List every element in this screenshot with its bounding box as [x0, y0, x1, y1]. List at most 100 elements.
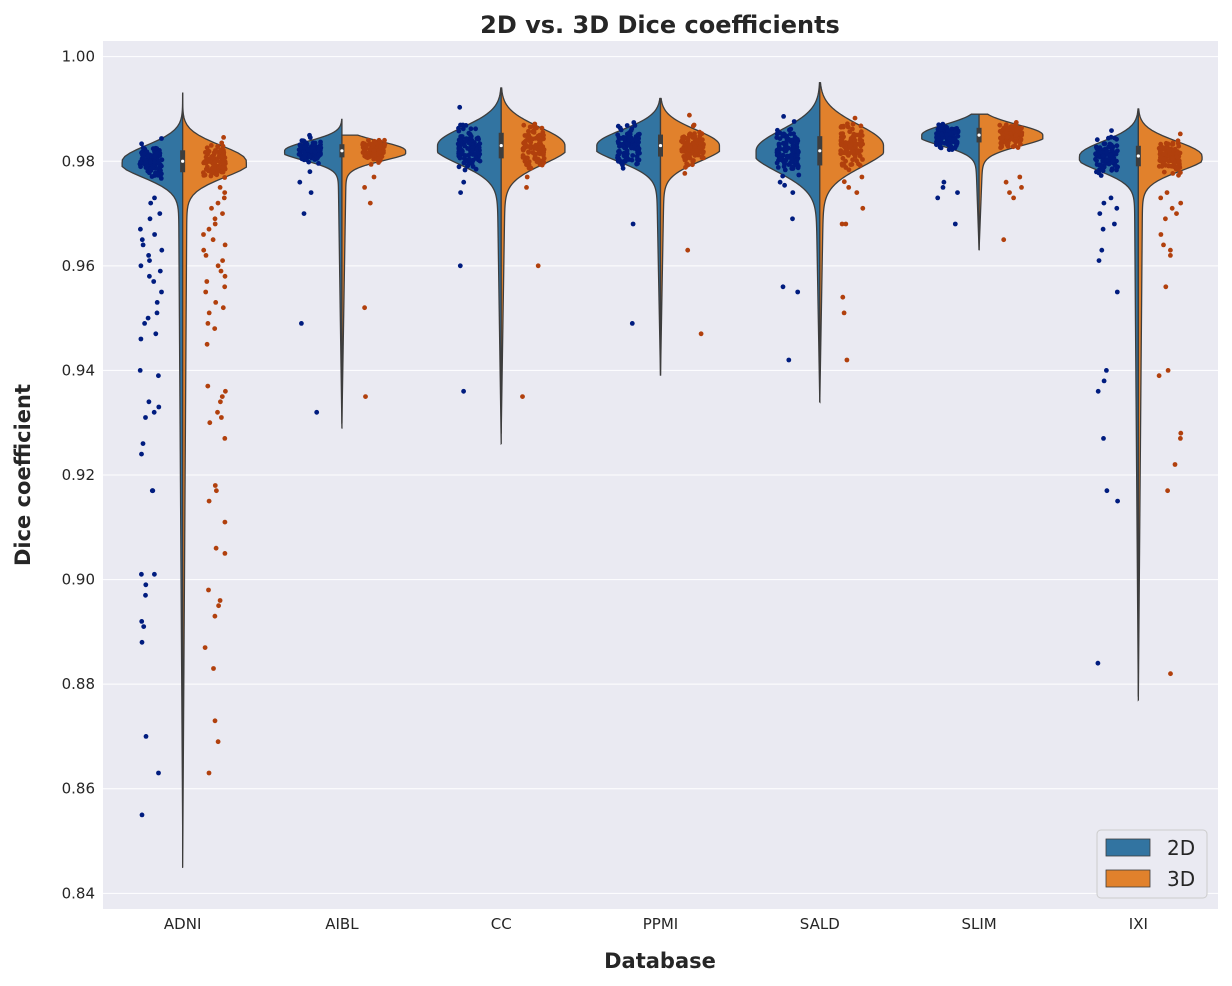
point-3d	[690, 123, 696, 129]
point-3d	[838, 142, 844, 148]
point-2d	[318, 139, 323, 145]
point-2d	[154, 300, 160, 305]
point-3d	[844, 357, 850, 363]
violin-2d-adni	[121, 92, 184, 827]
point-3d	[216, 603, 222, 609]
point-3d	[221, 195, 227, 201]
point-3d	[212, 613, 218, 619]
legend: 2D 3D	[1096, 829, 1208, 899]
point-2d	[143, 592, 148, 598]
point-2d	[624, 155, 629, 161]
point-3d	[1019, 125, 1024, 131]
point-3d	[215, 144, 221, 150]
point-2d	[299, 138, 305, 144]
point-2d	[139, 619, 145, 624]
point-3d	[998, 145, 1003, 151]
point-3d	[1165, 368, 1171, 373]
point-2d	[159, 157, 165, 163]
point-2d	[944, 132, 950, 138]
point-2d	[1099, 247, 1105, 253]
point-2d	[151, 279, 157, 284]
point-2d	[942, 140, 948, 146]
point-3d	[213, 545, 219, 551]
point-2d	[153, 331, 159, 337]
point-3d	[1013, 120, 1019, 125]
point-2d	[316, 161, 321, 166]
point-2d	[631, 120, 637, 125]
point-3d	[1166, 163, 1172, 169]
point-3d	[697, 129, 702, 135]
point-3d	[687, 132, 692, 138]
point-2d	[456, 164, 462, 170]
violin-3d-ixi	[1137, 108, 1203, 695]
point-2d	[781, 114, 786, 119]
point-3d	[850, 126, 855, 132]
point-3d	[204, 279, 210, 284]
point-2d	[790, 159, 796, 165]
point-3d	[520, 394, 525, 399]
point-2d	[138, 336, 144, 342]
point-3d	[532, 144, 538, 150]
y-tick-labels: 0.84 0.86 0.88 0.90 0.92 0.94 0.96 0.98 1.00	[62, 48, 95, 903]
point-2d	[1104, 158, 1109, 163]
point-3d	[1174, 164, 1180, 170]
point-3d	[999, 135, 1005, 141]
point-3d	[1178, 200, 1184, 206]
point-3d	[528, 140, 534, 145]
violin-2d-cc	[436, 87, 502, 446]
point-2d	[1113, 163, 1118, 169]
point-2d	[788, 152, 794, 158]
point-3d	[213, 300, 219, 305]
point-2d	[778, 157, 783, 163]
x-tick-label-adni: ADNI	[164, 915, 201, 933]
point-3d	[700, 150, 706, 156]
point-2d	[635, 156, 640, 162]
point-2d	[140, 441, 146, 446]
point-3d	[525, 155, 530, 161]
point-3d	[1163, 216, 1168, 222]
point-3d	[206, 310, 212, 316]
point-2d	[780, 284, 786, 290]
point-2d	[159, 136, 164, 141]
point-3d	[1165, 488, 1170, 494]
point-2d	[476, 157, 481, 163]
point-2d	[307, 132, 312, 138]
point-3d	[202, 645, 208, 650]
point-3d	[1156, 163, 1162, 169]
point-2d	[152, 571, 157, 577]
point-3d	[523, 142, 529, 148]
point-3d	[1156, 373, 1162, 379]
point-3d	[1163, 284, 1169, 290]
point-3d	[692, 133, 698, 139]
point-2d	[776, 141, 782, 147]
point-3d	[217, 185, 223, 190]
point-3d	[847, 143, 853, 149]
point-3d	[534, 159, 540, 165]
point-3d	[222, 551, 228, 556]
y-tick-label: 0.92	[62, 466, 95, 484]
point-2d	[307, 154, 312, 160]
point-3d	[850, 121, 856, 127]
point-3d	[212, 221, 218, 227]
point-2d	[464, 136, 469, 142]
point-3d	[208, 143, 214, 148]
point-2d	[141, 624, 147, 629]
point-3d	[541, 156, 547, 161]
violin-3d-ppmi	[659, 97, 721, 376]
point-3d	[1178, 170, 1183, 175]
point-3d	[1168, 671, 1173, 677]
point-2d	[1104, 368, 1109, 373]
point-2d	[791, 119, 797, 124]
point-3d	[1004, 142, 1010, 148]
point-3d	[530, 136, 536, 142]
point-2d	[159, 247, 165, 253]
point-2d	[1094, 162, 1100, 167]
point-3d	[203, 150, 208, 155]
point-3d	[371, 174, 377, 180]
median-marker-aibl	[340, 149, 344, 153]
point-3d	[206, 498, 212, 504]
point-2d	[784, 154, 790, 160]
point-2d	[782, 147, 788, 152]
point-2d	[139, 237, 145, 243]
